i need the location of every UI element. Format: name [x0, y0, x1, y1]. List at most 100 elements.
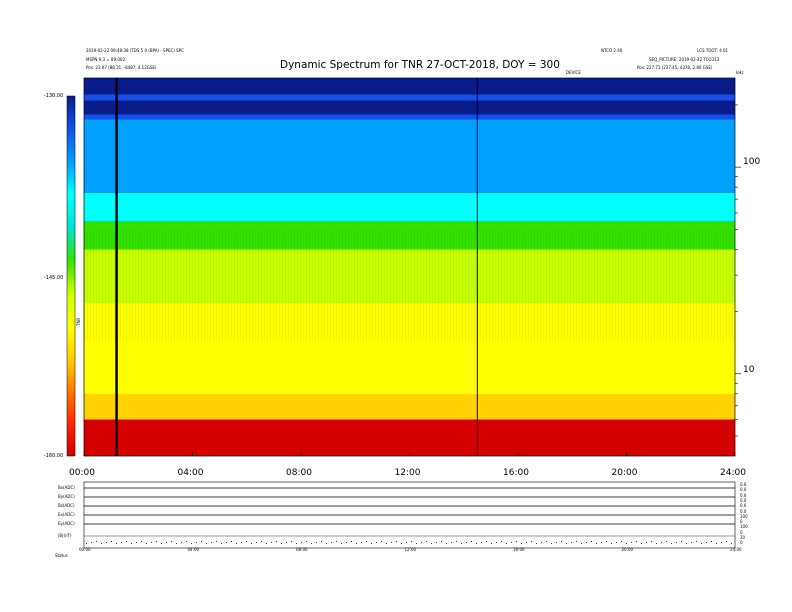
- lower-right-tick: 0.0: [740, 487, 747, 493]
- lower-dot: [641, 543, 642, 544]
- header-info-line3: Pos: 23.07 (88.31, -8487, 4.12GSE): [86, 65, 157, 70]
- lower-dot: [261, 541, 262, 542]
- lower-dot: [696, 541, 697, 542]
- lower-dot: [576, 541, 577, 542]
- lower-dot: [606, 541, 607, 542]
- lower-x-tick-label: 04:00: [187, 547, 200, 552]
- lower-dot: [371, 543, 372, 544]
- lower-dot: [486, 541, 487, 542]
- x-tick-label: 08:00: [286, 468, 312, 478]
- lower-x-tick-label: 24:00: [730, 547, 742, 552]
- header-right-line1: NTCO 2.40: [601, 48, 623, 53]
- y-tick-label-100: 100: [743, 157, 761, 167]
- colorbar-tick-mid: -145.00: [44, 275, 64, 281]
- spectrogram-panel: [83, 77, 736, 457]
- lower-dot: [131, 543, 132, 544]
- lower-row-label: |B|(nT): [58, 533, 72, 538]
- lower-dot: [296, 543, 297, 544]
- lower-dot: [126, 541, 127, 542]
- x-tick-label: 00:00: [69, 468, 95, 478]
- lower-dot: [496, 542, 497, 543]
- lower-dot: [186, 541, 187, 542]
- lower-dot: [691, 542, 692, 543]
- lower-dot: [626, 543, 627, 544]
- x-tick-label: 24:00: [720, 468, 746, 478]
- header-right-line3: SEQ_PICTURE: 2019-02-22 TCO313: [649, 57, 720, 62]
- y-tick-label-10: 10: [743, 365, 755, 375]
- lower-dot: [236, 543, 237, 544]
- lower-right-tick: 0: [740, 529, 743, 535]
- colorbar: [66, 95, 76, 457]
- lower-dot: [501, 541, 502, 542]
- lower-dot: [431, 543, 432, 544]
- colorbar-tick-top: -130.00: [44, 93, 64, 99]
- lower-dot: [611, 543, 612, 544]
- lower-dot: [541, 542, 542, 543]
- lower-dot: [636, 541, 637, 542]
- lower-dot: [116, 543, 117, 544]
- lower-dot: [376, 542, 377, 543]
- frequency-unit-label: kHz: [736, 70, 744, 75]
- lower-dot: [91, 542, 92, 543]
- lower-dot: [426, 541, 427, 542]
- x-tick-label: 16:00: [503, 468, 529, 478]
- lower-dot: [101, 543, 102, 544]
- lower-dot: [571, 542, 572, 543]
- lower-right-tick: 0: [740, 540, 743, 546]
- lower-dot: [291, 541, 292, 542]
- lower-dot: [161, 543, 162, 544]
- lower-dot: [156, 541, 157, 542]
- lower-right-tick: 0: [740, 519, 743, 525]
- lower-dot: [351, 541, 352, 542]
- x-tick-label: 04:00: [177, 468, 204, 478]
- lower-x-tick-label: 00:00: [79, 547, 91, 552]
- lower-dot: [106, 542, 107, 543]
- lower-dot: [341, 543, 342, 544]
- status-label: Status: [55, 553, 68, 558]
- lower-dot: [681, 541, 682, 542]
- lower-dot: [191, 543, 192, 544]
- lower-dot: [391, 542, 392, 543]
- lower-dot: [256, 542, 257, 543]
- header-mid-label: DEVICE: [566, 70, 581, 75]
- lower-dot: [456, 541, 457, 542]
- lower-dot: [491, 543, 492, 544]
- header-info-line1: 2019-02-22 09:48:38 (TDS 5 0 (BPA) - SPE…: [86, 48, 184, 53]
- lower-x-tick-label: 08:00: [296, 547, 308, 552]
- lower-dot: [521, 543, 522, 544]
- lower-right-tick: 20: [740, 535, 746, 540]
- lower-x-tick-label: 16:00: [513, 547, 525, 552]
- lower-dot: [481, 542, 482, 543]
- lower-dot: [706, 542, 707, 543]
- lower-dot: [231, 541, 232, 542]
- lower-dot: [281, 543, 282, 544]
- lower-dot: [416, 543, 417, 544]
- lower-dot: [216, 541, 217, 542]
- lower-dot: [196, 542, 197, 543]
- lower-dot: [461, 543, 462, 544]
- lower-x-tick-label: 20:00: [621, 547, 634, 552]
- lower-right-tick: 0.6: [740, 482, 747, 487]
- lower-dot: [526, 542, 527, 543]
- lower-dot: [241, 542, 242, 543]
- lower-dot: [421, 542, 422, 543]
- lower-dot: [556, 542, 557, 543]
- lower-right-tick: 0.0: [740, 497, 747, 503]
- lower-dot: [561, 541, 562, 542]
- lower-row-label: Ex(ADC): [58, 512, 75, 517]
- x-tick-label: 20:00: [611, 468, 638, 478]
- lower-dot: [221, 543, 222, 544]
- lower-x-tick-label: 12:00: [404, 547, 417, 552]
- lower-dot: [271, 542, 272, 543]
- lower-row-label: Ey(ADC): [58, 521, 75, 526]
- lower-dot: [646, 542, 647, 543]
- lower-dot: [476, 543, 477, 544]
- lower-right-tick: 0.6: [740, 492, 747, 498]
- lower-dot: [381, 541, 382, 542]
- lower-dot: [151, 542, 152, 543]
- lower-dot: [656, 543, 657, 544]
- lower-dot: [266, 543, 267, 544]
- lower-dot: [326, 543, 327, 544]
- lower-dot: [316, 542, 317, 543]
- lower-row-label: Bx(ADC): [58, 485, 75, 490]
